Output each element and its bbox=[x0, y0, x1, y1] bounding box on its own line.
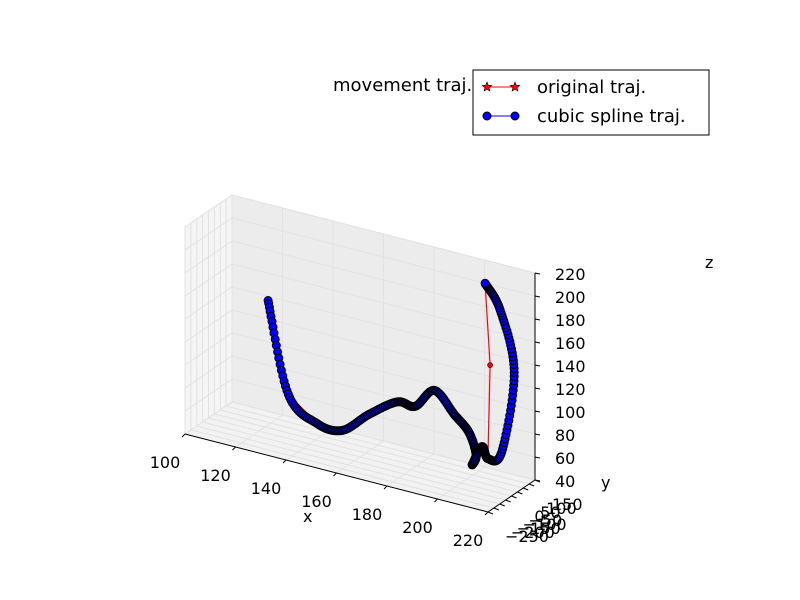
y-tick-label: −150 bbox=[517, 519, 561, 538]
grid-line-z bbox=[184, 332, 536, 412]
grid-line-z bbox=[184, 240, 536, 320]
z-tick bbox=[534, 318, 541, 321]
legend: original traj. cubic spline traj. bbox=[472, 69, 710, 136]
z-tick bbox=[534, 456, 541, 459]
grid-line-z bbox=[184, 309, 536, 389]
y-tick bbox=[528, 483, 535, 487]
x-tick-label: 100 bbox=[150, 453, 181, 472]
x-axis-label: x bbox=[303, 507, 312, 526]
x-tick-label: 140 bbox=[251, 479, 282, 498]
y-tick-label: 50 bbox=[540, 503, 560, 522]
x-tick bbox=[333, 472, 337, 477]
x-tick bbox=[383, 485, 388, 490]
z-tick bbox=[534, 364, 541, 367]
z-tick-label: 100 bbox=[555, 403, 586, 422]
legend-marker-original-a bbox=[481, 81, 493, 92]
grid-line-z bbox=[184, 286, 536, 366]
point-original bbox=[487, 362, 493, 368]
point-spline bbox=[480, 278, 490, 288]
legend-item-spline: cubic spline traj. bbox=[482, 106, 686, 127]
z-tick bbox=[534, 272, 541, 275]
y-tick bbox=[487, 511, 494, 515]
x-tick bbox=[434, 498, 438, 503]
y-tick-label: −50 bbox=[529, 511, 563, 530]
legend-label-spline: cubic spline traj. bbox=[537, 106, 686, 127]
z-tick-label: 200 bbox=[555, 288, 586, 307]
y-tick bbox=[493, 507, 500, 511]
grid-line-z bbox=[184, 378, 536, 458]
z-tick-label: 40 bbox=[555, 472, 575, 491]
legend-marker-spline-b bbox=[510, 111, 520, 121]
x-tick-label: 180 bbox=[352, 505, 383, 524]
y-axis-label: y bbox=[601, 473, 610, 492]
z-tick bbox=[534, 295, 541, 298]
z-tick-label: 80 bbox=[555, 426, 575, 445]
grid-line-z bbox=[184, 401, 536, 481]
y-tick-label: −250 bbox=[505, 527, 549, 546]
z-tick bbox=[534, 479, 541, 482]
x-tick bbox=[282, 459, 287, 464]
y-tick-label: 100 bbox=[546, 499, 577, 518]
x-tick-label: 120 bbox=[200, 466, 231, 485]
z-tick bbox=[534, 341, 541, 344]
grid-line-z bbox=[184, 217, 536, 297]
y-tick bbox=[505, 499, 511, 503]
z-tick bbox=[534, 387, 541, 390]
z-tick bbox=[534, 433, 541, 436]
grid-line-z bbox=[184, 263, 536, 343]
y-tick-label: 0 bbox=[534, 507, 544, 526]
legend-marker-original-b bbox=[509, 81, 521, 92]
grid-line-z bbox=[184, 355, 536, 435]
x-tick bbox=[484, 511, 489, 516]
y-tick bbox=[511, 495, 517, 499]
z-tick-label: 60 bbox=[555, 449, 575, 468]
z-tick-label: 140 bbox=[555, 357, 586, 376]
y-tick-label: 150 bbox=[552, 495, 583, 514]
y-tick bbox=[499, 503, 505, 507]
grid-line-z bbox=[184, 194, 536, 274]
legend-marker-spline-a bbox=[482, 111, 492, 121]
x-tick-label: 200 bbox=[402, 518, 433, 537]
x-tick bbox=[181, 433, 186, 438]
z-tick-label: 220 bbox=[555, 265, 586, 284]
z-axis-label: z bbox=[705, 253, 713, 272]
chart-title: movement traj. bbox=[333, 75, 472, 96]
x-tick-label: 160 bbox=[301, 492, 332, 511]
legend-label-original: original traj. bbox=[537, 77, 646, 98]
tick-marks: 100 120 140 160 180 200 220 −250−200−150−100−50… bbox=[150, 265, 586, 550]
z-tick-label: 180 bbox=[555, 311, 586, 330]
z-tick-label: 120 bbox=[555, 380, 586, 399]
y-tick bbox=[523, 487, 529, 491]
z-tick bbox=[534, 410, 541, 413]
z-tick-label: 160 bbox=[555, 334, 586, 353]
x-tick-label: 220 bbox=[453, 531, 484, 550]
legend-item-original: original traj. bbox=[481, 77, 646, 98]
series-layer bbox=[263, 278, 519, 470]
y-tick bbox=[517, 491, 523, 495]
legend-frame bbox=[472, 69, 710, 136]
x-tick bbox=[232, 446, 236, 451]
y-tick-label: −100 bbox=[523, 515, 567, 534]
y-tick-label: −200 bbox=[511, 523, 555, 542]
